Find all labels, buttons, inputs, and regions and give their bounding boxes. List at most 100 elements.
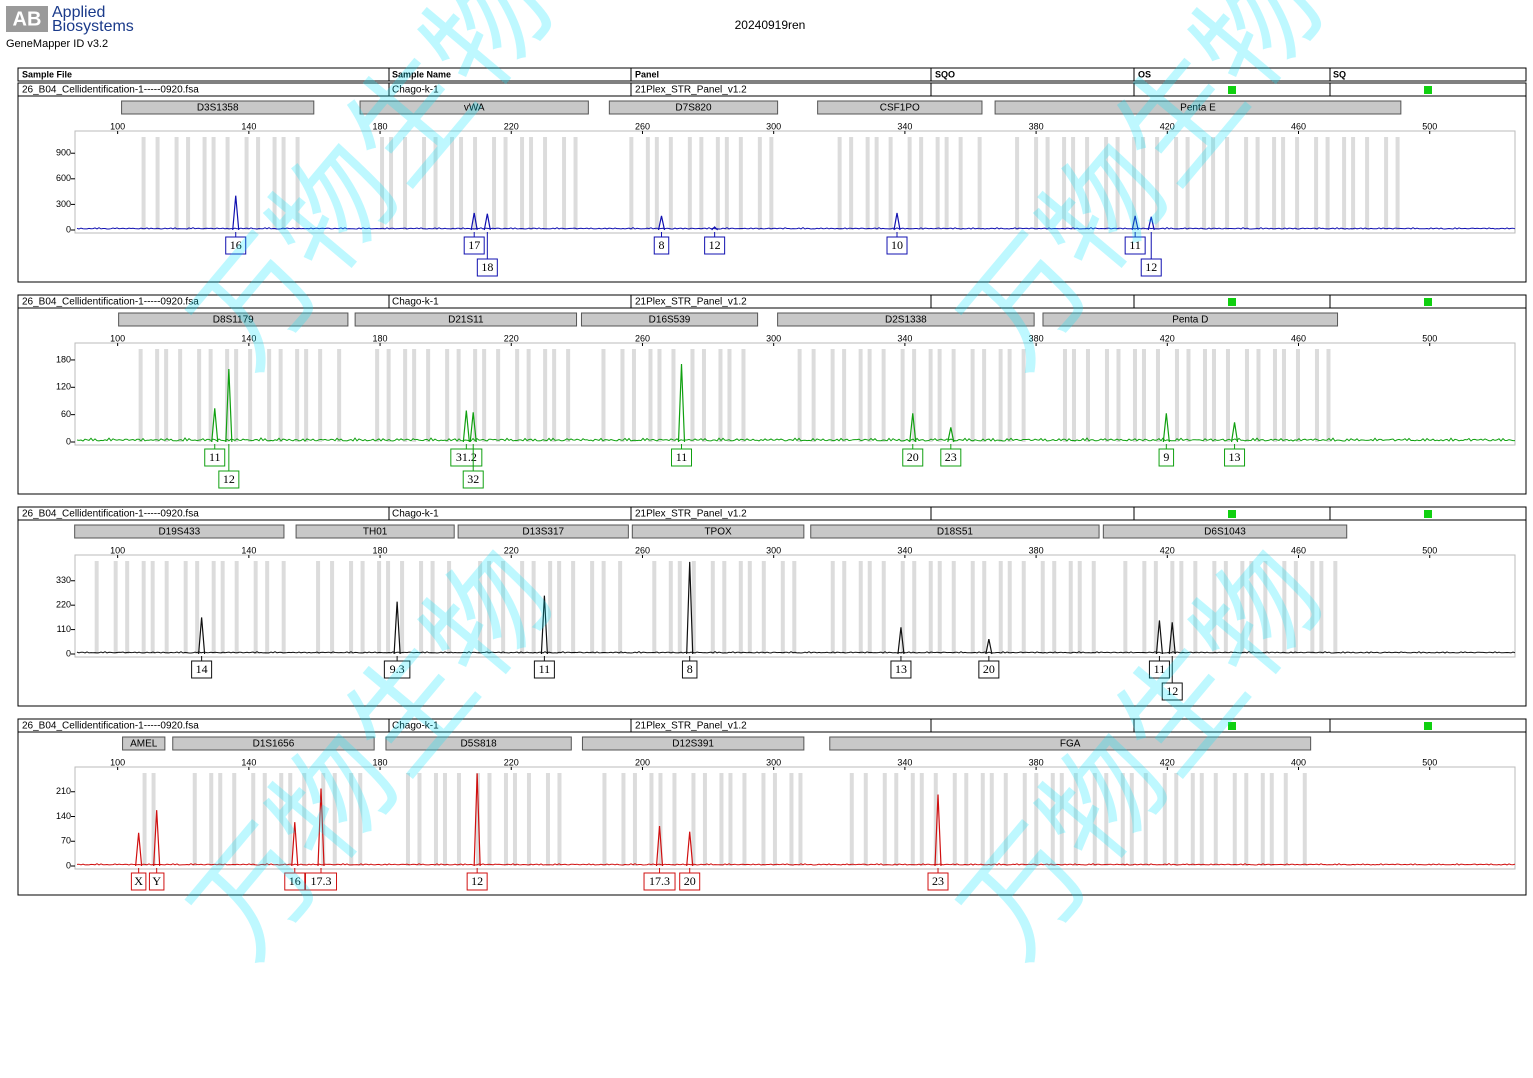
trace-baseline (76, 226, 1516, 230)
peak (1147, 216, 1155, 231)
peak (897, 627, 905, 655)
allele-box (476, 258, 498, 277)
bin (1281, 349, 1286, 442)
bin (1104, 137, 1109, 230)
bin (380, 137, 385, 230)
x-tick-label: 340 (897, 757, 912, 767)
y-tick-label: 0 (66, 860, 71, 870)
bin (699, 137, 704, 230)
bin (1132, 349, 1137, 442)
bin (658, 773, 663, 866)
bin (1319, 561, 1324, 654)
bin (1325, 137, 1330, 230)
bin (944, 137, 949, 230)
allele-box (1148, 660, 1170, 679)
bin (719, 773, 724, 866)
bin (208, 349, 213, 442)
bin (150, 561, 155, 654)
bin (1091, 561, 1096, 654)
bin (671, 349, 676, 442)
bin (952, 773, 957, 866)
allele-box (204, 448, 226, 467)
bin (645, 137, 650, 230)
bin (1202, 349, 1207, 442)
bin (757, 137, 762, 230)
bin (1302, 773, 1307, 866)
bin (251, 773, 256, 866)
bin (1269, 773, 1274, 866)
peak (686, 831, 694, 867)
allele-label: 20 (907, 450, 919, 464)
bin (1281, 137, 1286, 230)
x-tick-label: 220 (504, 121, 519, 131)
marker-bar (810, 524, 1100, 539)
bin (445, 349, 450, 442)
bin (652, 561, 657, 654)
allele-box (643, 872, 676, 891)
bin (649, 773, 654, 866)
sample-file: 26_B04_Cellidentification-1-----0920.fsa (22, 297, 199, 308)
bin (295, 137, 300, 230)
y-tick-label: 0 (66, 224, 71, 234)
bin (94, 561, 99, 654)
bin (1185, 137, 1190, 230)
allele-label: 8 (687, 662, 693, 676)
bin (125, 561, 130, 654)
bin (1045, 137, 1050, 230)
bin (1034, 137, 1039, 230)
panel-name: 21Plex_STR_Panel_v1.2 (635, 297, 747, 308)
panel-name: 21Plex_STR_Panel_v1.2 (635, 85, 747, 96)
y-tick-label: 70 (61, 836, 71, 846)
bin (487, 773, 492, 866)
x-tick-label: 100 (110, 545, 125, 555)
bin (727, 349, 732, 442)
bin (360, 561, 365, 654)
marker-bar (1042, 312, 1339, 327)
y-tick-label: 140 (56, 811, 71, 821)
bin (1104, 349, 1109, 442)
bin (837, 137, 842, 230)
bin (590, 561, 595, 654)
x-tick-label: 460 (1291, 121, 1306, 131)
y-tick-label: 120 (56, 382, 71, 392)
bin (881, 561, 886, 654)
bin (295, 349, 300, 442)
peak (225, 369, 233, 443)
bin (209, 773, 214, 866)
bin (1021, 349, 1026, 442)
bin (1003, 773, 1008, 866)
bin (456, 349, 461, 442)
bin (316, 561, 321, 654)
allele-label: 11 (539, 662, 551, 676)
bin (433, 773, 438, 866)
allele-label: 11 (209, 450, 221, 464)
marker-label: AMEL (130, 739, 158, 750)
peak (947, 427, 955, 443)
bin (919, 137, 924, 230)
bin (1282, 561, 1287, 654)
bin (724, 137, 729, 230)
allele-label: 14 (196, 662, 208, 676)
bin (526, 773, 531, 866)
bin (977, 137, 982, 230)
marker-bar (581, 736, 805, 751)
allele-box (886, 236, 908, 255)
allele-label: X (134, 874, 143, 888)
bin (789, 773, 794, 866)
y-tick-label: 210 (56, 786, 71, 796)
allele-box (463, 236, 485, 255)
bin (211, 561, 216, 654)
marker-label: Penta D (1172, 315, 1208, 326)
bin (910, 773, 915, 866)
peak (473, 773, 481, 867)
column-title: Sample Name (392, 69, 451, 79)
bin (747, 561, 752, 654)
y-tick-label: 110 (57, 624, 71, 634)
peak (540, 595, 548, 655)
y-tick-label: 180 (56, 354, 71, 364)
trace-baseline (76, 437, 1515, 442)
x-tick-label: 420 (1160, 333, 1175, 343)
allele-box (940, 448, 962, 467)
allele-label: 10 (891, 238, 903, 252)
column-header (17, 67, 1527, 82)
